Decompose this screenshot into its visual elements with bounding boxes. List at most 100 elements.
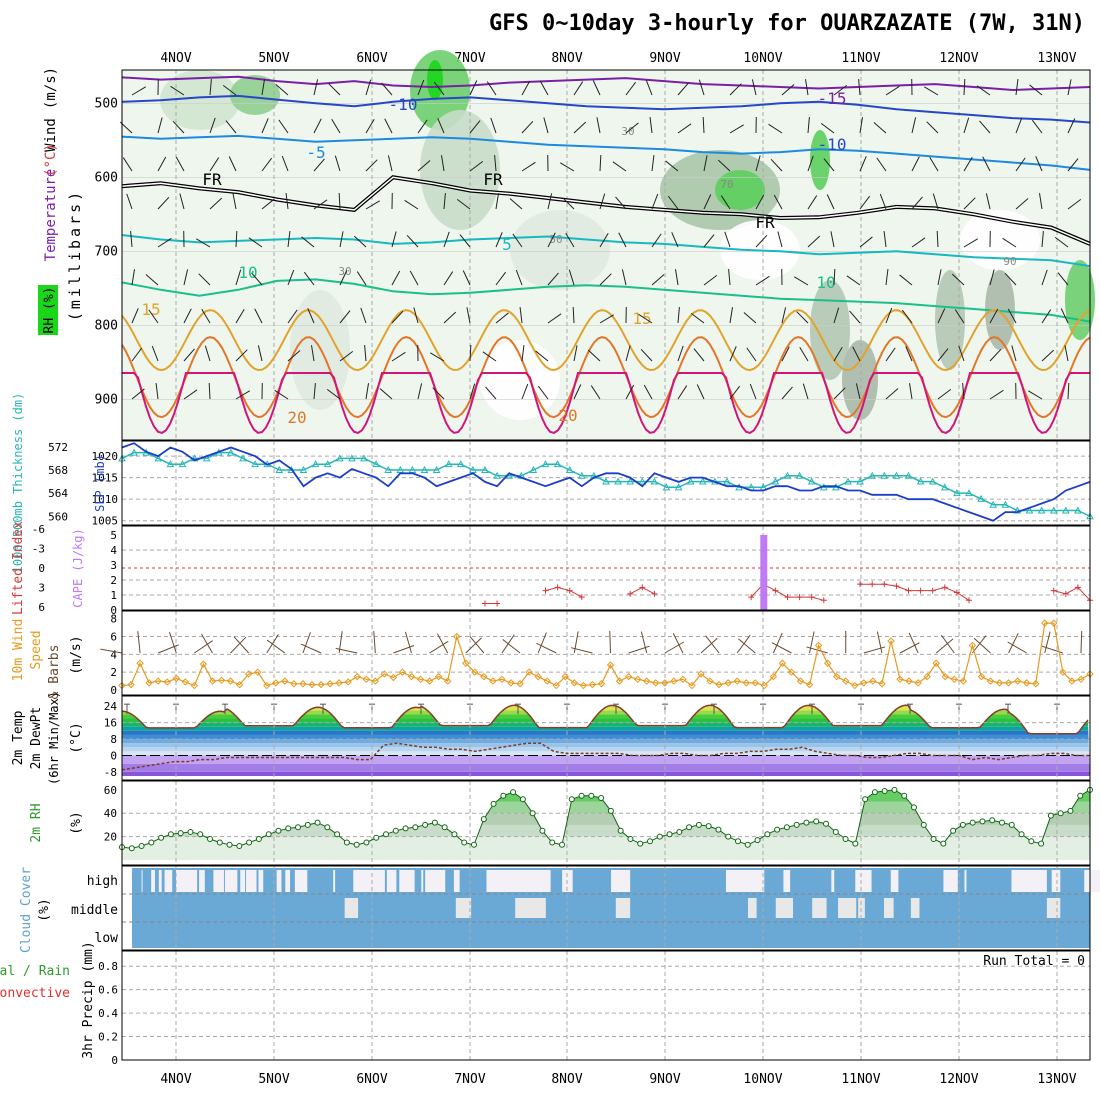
- wind-barb: [313, 158, 325, 172]
- wind-barb: [495, 271, 507, 286]
- contour-label: 15: [141, 300, 160, 319]
- wind-barb: [266, 639, 286, 654]
- contour-label: 50: [549, 233, 562, 246]
- wind-barb: [696, 384, 705, 400]
- wind-barb: [443, 271, 454, 286]
- wind-barb: [1067, 198, 1082, 210]
- rh-point: [1038, 840, 1045, 847]
- wind-barb: [495, 232, 503, 248]
- wind-barb: [335, 647, 358, 654]
- wind-barb: [391, 231, 397, 248]
- wind-barb: [640, 348, 653, 362]
- slp-tick-label: 1010: [92, 493, 119, 506]
- wind-barb: [465, 637, 482, 654]
- wind-barb: [963, 117, 970, 134]
- cloud-clear-middle: [775, 898, 794, 918]
- thickness-point: [529, 465, 538, 473]
- temperature-contour: [121, 278, 1091, 323]
- rh-point: [598, 795, 605, 802]
- wind-barb: [539, 80, 549, 96]
- wind-barb: [536, 642, 557, 654]
- wind-barb: [677, 385, 688, 400]
- rh-point: [207, 835, 213, 842]
- wind-barb: [729, 83, 742, 96]
- wind-barb: [590, 385, 601, 400]
- wind-barb: [665, 160, 679, 172]
- wind-barb: [649, 117, 653, 134]
- wind-barb: [773, 194, 783, 210]
- temperature-band: [122, 763, 1090, 772]
- wind-speed-point: [407, 672, 416, 681]
- cloud-clear-middle: [344, 898, 359, 918]
- wind-barb: [365, 200, 380, 210]
- wind-barb: [543, 117, 549, 134]
- wind-barb: [209, 157, 220, 172]
- axis-label: RH (%): [42, 287, 57, 334]
- rh-point: [774, 826, 781, 833]
- thickness-point: [166, 460, 175, 468]
- wind-barb: [287, 350, 301, 362]
- wind-barb: [937, 269, 942, 286]
- wind-speed-point: [471, 668, 479, 676]
- wind-barb: [131, 388, 145, 400]
- wind-barb: [645, 79, 653, 96]
- temperature-band: [122, 747, 1090, 752]
- rh-point: [451, 831, 458, 838]
- temperature-band: [122, 755, 1090, 764]
- rh-point: [705, 823, 712, 830]
- rh-point: [979, 818, 986, 825]
- axis-label: Lifted Index: [11, 521, 26, 615]
- wind-speed-point: [281, 677, 289, 685]
- wind-barb: [204, 345, 211, 362]
- date-tick-label: 7NOV: [454, 51, 485, 66]
- wind-barb: [1054, 236, 1069, 248]
- wind-barb: [823, 158, 835, 172]
- precip-tick-label: 0.6: [98, 984, 118, 997]
- wind-barb: [926, 121, 939, 134]
- wind-barb: [729, 124, 744, 134]
- rh-point: [637, 840, 644, 847]
- rh-point: [832, 828, 839, 835]
- wind-barb: [547, 272, 559, 286]
- wind-barb: [157, 117, 163, 134]
- wind-tick-label: 0: [110, 684, 117, 697]
- wind-speed-point: [805, 680, 814, 689]
- wind-barb: [157, 237, 172, 248]
- cloud-clear-high: [890, 870, 899, 892]
- rh-band: [122, 801, 1090, 814]
- rh-point: [666, 831, 673, 838]
- wind-barb: [443, 311, 457, 324]
- thickness-point: [795, 471, 804, 479]
- temperature-band: [122, 730, 1090, 735]
- upper-air-panel: 500 600 700 800 900 -15 -10 -10 -5 FR FR FR 5 10 10 15 1…: [38, 50, 1095, 441]
- contour-label: FR: [483, 170, 503, 189]
- wind-barb: [353, 235, 367, 248]
- wind-barb: [755, 275, 770, 286]
- wind-barb: [675, 269, 679, 286]
- rh-point: [216, 839, 223, 846]
- wind-barb: [958, 345, 965, 362]
- thickness-point: [844, 477, 852, 485]
- wind-barb: [230, 636, 247, 654]
- wind-barb: [122, 157, 133, 172]
- thickness-tick-label: 568: [48, 464, 68, 477]
- wind-speed-point: [1013, 677, 1022, 685]
- rh-point: [255, 835, 262, 842]
- cloud-clear-high: [246, 870, 257, 892]
- wind-barb: [911, 237, 926, 248]
- date-tick-label: 12NOV: [939, 51, 978, 66]
- wind-barb: [1067, 79, 1072, 96]
- wind-tick-label: 4: [110, 648, 117, 661]
- li-tick-label: -3: [32, 543, 45, 556]
- wind-barb: [131, 269, 135, 286]
- wind-barb: [625, 81, 637, 96]
- wind-speed-point: [516, 680, 524, 688]
- thickness-point: [602, 477, 610, 485]
- rh-point: [422, 821, 429, 828]
- rh-point: [715, 826, 722, 833]
- wind-speed-point: [995, 679, 1004, 687]
- temp-tick-label: 8: [110, 733, 117, 746]
- wind-speed-point: [434, 672, 443, 681]
- thickness-point: [868, 471, 877, 479]
